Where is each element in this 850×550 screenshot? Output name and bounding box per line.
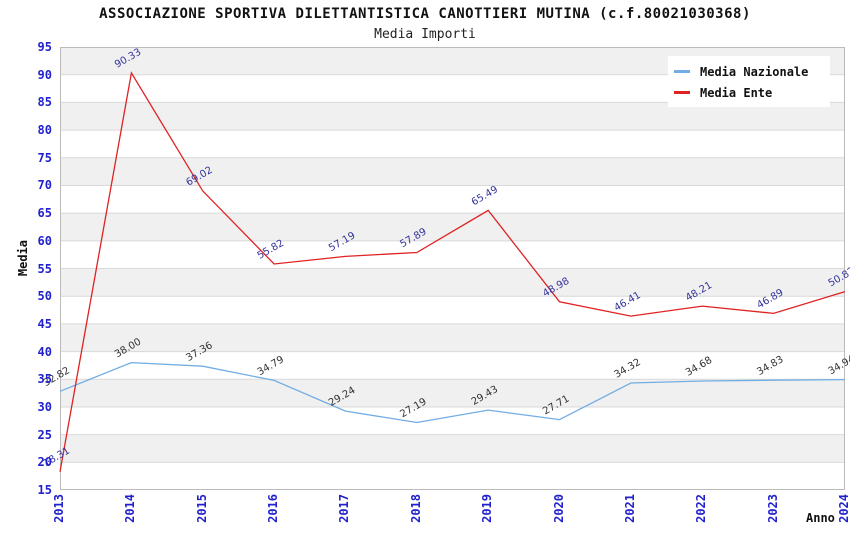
- y-tick-label: 85: [37, 95, 52, 110]
- x-tick-label: 2018: [408, 494, 423, 523]
- x-tick-label: 2020: [551, 494, 566, 523]
- grid-band: [60, 462, 845, 490]
- y-tick-label: 65: [37, 206, 52, 221]
- grid-band: [60, 157, 845, 186]
- legend-swatch-icon: [674, 70, 690, 73]
- y-tick-label: 50: [37, 289, 52, 304]
- plot-frame: [60, 47, 845, 490]
- y-tick-label: 75: [37, 150, 52, 165]
- legend-swatch-icon: [674, 91, 690, 94]
- series-line-media-nazionale: [59, 361, 846, 424]
- x-axis-title: Anno: [806, 511, 835, 525]
- legend-item: Media Ente: [674, 82, 824, 103]
- series-line-media-ente: [59, 71, 846, 472]
- x-tick-label: 2013: [52, 494, 66, 523]
- y-tick-label: 70: [37, 178, 52, 193]
- x-tick-label: 2015: [194, 494, 209, 523]
- x-tick-label: 2022: [694, 494, 709, 523]
- x-tick-label: 2014: [123, 494, 138, 523]
- x-tick-label: 2017: [337, 494, 352, 523]
- grid-band: [60, 323, 845, 352]
- y-axis: 15 20 25 30 35 40 45 50 55 60 65 70 75 80 85 90 95: [0, 0, 52, 550]
- grid-band: [60, 379, 845, 407]
- chart-title: ASSOCIAZIONE SPORTIVA DILETTANTISTICA CA…: [99, 6, 751, 22]
- grid-band: [60, 240, 845, 269]
- y-tick-label: 40: [37, 344, 52, 359]
- grid-band: [60, 296, 845, 324]
- grid-band: [60, 268, 845, 297]
- x-tick-label: 2024: [837, 494, 850, 523]
- y-tick-label: 45: [37, 316, 52, 331]
- y-axis-title: Media: [16, 240, 30, 277]
- y-tick-label: 15: [37, 483, 52, 497]
- y-tick-label: 30: [37, 399, 52, 414]
- x-tick-label: 2021: [622, 494, 637, 523]
- y-tick-label: 20: [37, 455, 52, 470]
- legend-label: Media Nazionale: [700, 64, 809, 79]
- y-tick-label: 25: [37, 427, 52, 442]
- x-tick-label: 2016: [266, 494, 281, 523]
- chart-subtitle: Media Importi: [374, 27, 476, 42]
- legend: Media Nazionale Media Ente: [668, 56, 830, 107]
- y-tick-label: 90: [37, 67, 52, 82]
- grid-band: [60, 434, 845, 463]
- y-tick-label: 55: [37, 261, 52, 276]
- x-tick-label: 2023: [765, 494, 780, 523]
- grid-band: [60, 213, 845, 241]
- x-tick-label: 2019: [480, 494, 495, 523]
- grid-band: [60, 406, 845, 435]
- legend-label: Media Ente: [700, 85, 773, 100]
- y-tick-label: 35: [37, 372, 52, 387]
- legend-item: Media Nazionale: [674, 61, 824, 82]
- grid-band: [60, 130, 845, 158]
- grid-band: [60, 185, 845, 214]
- y-tick-label: 60: [37, 233, 52, 248]
- y-tick-label: 80: [37, 123, 52, 138]
- y-tick-label: 95: [37, 40, 52, 54]
